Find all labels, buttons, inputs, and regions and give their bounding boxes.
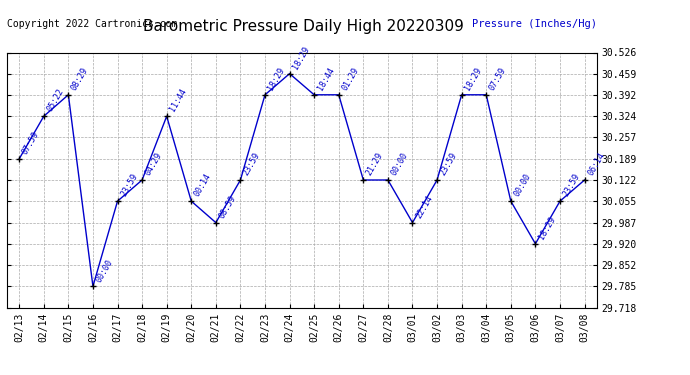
Text: 23:59: 23:59	[119, 172, 139, 198]
Text: 08:29: 08:29	[70, 66, 90, 92]
Text: Copyright 2022 Cartronics.com: Copyright 2022 Cartronics.com	[7, 19, 177, 29]
Text: 23:59: 23:59	[438, 151, 459, 177]
Text: 00:00: 00:00	[389, 151, 410, 177]
Text: 18:29: 18:29	[537, 215, 557, 241]
Text: 07:59: 07:59	[488, 66, 508, 92]
Text: 18:29: 18:29	[291, 45, 311, 71]
Text: 05:22: 05:22	[45, 87, 66, 114]
Text: 18:29: 18:29	[266, 66, 286, 92]
Text: 06:14: 06:14	[586, 151, 607, 177]
Text: 04:29: 04:29	[144, 151, 164, 177]
Text: 00:00: 00:00	[95, 257, 115, 284]
Text: 18:29: 18:29	[463, 66, 483, 92]
Text: 11:44: 11:44	[168, 87, 188, 114]
Text: 01:29: 01:29	[340, 66, 360, 92]
Text: 23:59: 23:59	[241, 151, 262, 177]
Text: 22:14: 22:14	[414, 194, 434, 220]
Text: 00:14: 00:14	[193, 172, 213, 198]
Text: 23:59: 23:59	[562, 172, 582, 198]
Text: 07:59: 07:59	[21, 130, 41, 156]
Text: 18:44: 18:44	[315, 66, 336, 92]
Text: Pressure (Inches/Hg): Pressure (Inches/Hg)	[472, 19, 597, 29]
Text: Barometric Pressure Daily High 20220309: Barometric Pressure Daily High 20220309	[143, 19, 464, 34]
Text: 08:59: 08:59	[217, 194, 237, 220]
Text: 00:00: 00:00	[512, 172, 533, 198]
Text: 21:29: 21:29	[365, 151, 385, 177]
